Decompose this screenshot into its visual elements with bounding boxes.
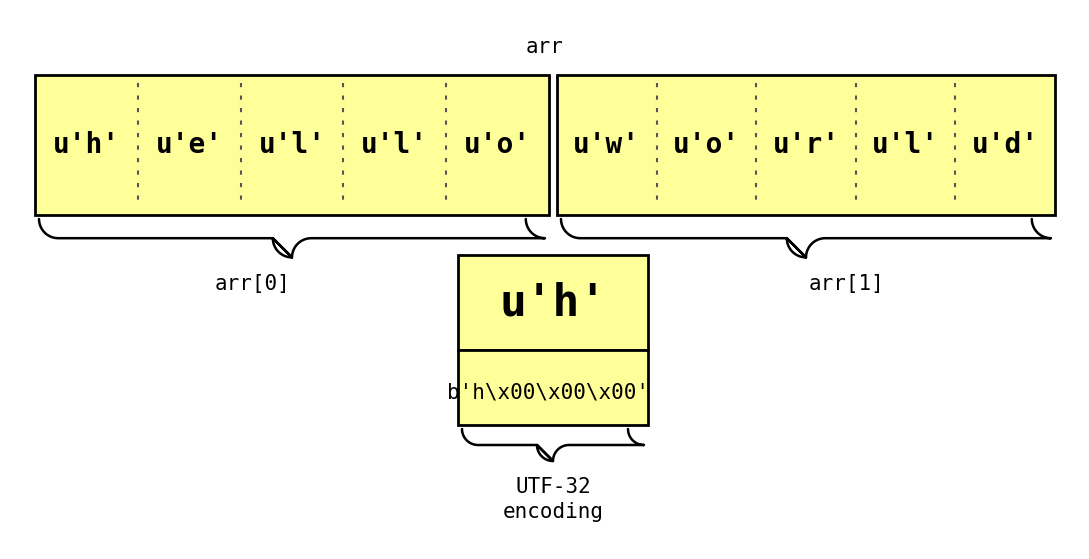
Text: arr[1]: arr[1] [808,274,884,294]
Bar [35,75,549,215]
Text: u'l': u'l' [362,131,428,159]
Text: u'e': u'e' [156,131,222,159]
Text: encoding: encoding [502,502,603,522]
Text: u'w': u'w' [573,131,640,159]
Bar [458,350,648,425]
Text: u'd': u'd' [971,131,1039,159]
Text: u'o': u'o' [464,131,531,159]
Text: u'o': u'o' [673,131,739,159]
Text: u'h': u'h' [500,281,607,324]
Text: b'h\x00\x00\x00': b'h\x00\x00\x00' [446,382,649,402]
Text: UTF-32: UTF-32 [515,477,591,497]
Bar [556,75,1055,215]
Text: u'r': u'r' [772,131,840,159]
Text: u'h': u'h' [53,131,120,159]
Bar [458,255,648,350]
Text: u'l': u'l' [258,131,326,159]
Text: u'l': u'l' [872,131,939,159]
Text: arr[0]: arr[0] [215,274,290,294]
Text: arr: arr [526,37,564,57]
